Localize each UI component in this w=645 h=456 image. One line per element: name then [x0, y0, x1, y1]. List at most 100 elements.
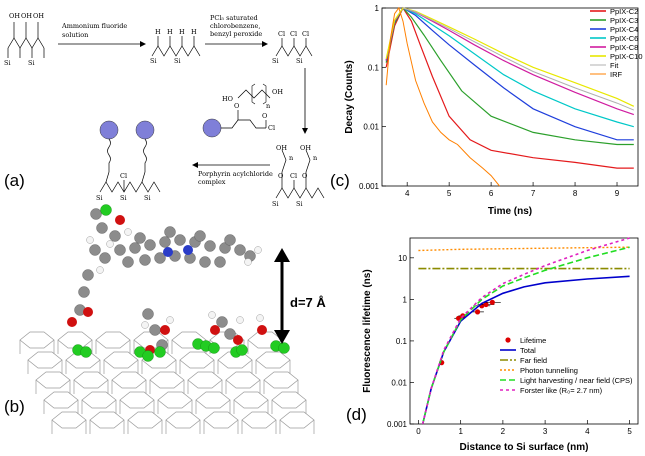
lattice-bond [179, 360, 215, 374]
lattice-bond [73, 380, 109, 394]
carbon-atom [164, 226, 176, 238]
carbon-atom [159, 236, 171, 248]
lattice-bond [149, 380, 185, 394]
lattice-cell [203, 411, 239, 429]
series-line [385, 6, 500, 187]
lattice-cell [73, 371, 109, 389]
step4-label: Porphyrin acylchloride [198, 170, 273, 178]
x-tick-label: 7 [531, 189, 536, 198]
chlorine-atom [236, 344, 248, 356]
lattice-bond [165, 420, 201, 434]
lattice-bond [271, 400, 307, 414]
oxygen-atom [233, 335, 243, 345]
y-tick-label: 1 [375, 4, 380, 13]
hydrogen-atom [244, 258, 252, 266]
lattice-bond [157, 400, 193, 414]
si-label: Si [296, 57, 303, 65]
arrowhead [302, 128, 308, 134]
lattice-bond [241, 420, 277, 434]
nitrogen-atom [163, 247, 173, 257]
carbon-atom [129, 242, 141, 254]
chlorine-label: Cl [268, 124, 275, 132]
chlorine-atom [80, 346, 92, 358]
lattice-cell [195, 391, 231, 409]
y-tick-label: 0.001 [359, 182, 380, 191]
y-tick-label: 0.01 [391, 378, 407, 387]
carbon-atom [234, 244, 246, 256]
lattice-bond [279, 420, 315, 434]
arrowhead-down [274, 330, 290, 344]
x-axis-title: Time (ns) [488, 206, 532, 217]
oxygen-atom [83, 307, 93, 317]
si-label: Si [4, 59, 11, 67]
lattice-cell [165, 411, 201, 429]
porphyrin-icon [202, 118, 222, 138]
lifetime-point [489, 299, 495, 305]
hydroxyl-label: OH [9, 12, 20, 20]
lattice-bond [119, 400, 155, 414]
carbon-atom [224, 234, 236, 246]
legend-label: PpIX-C4 [610, 25, 638, 34]
y-tick-label: 0.01 [363, 123, 379, 132]
legend-label: Lifetime [520, 336, 546, 345]
lattice-bond [19, 340, 55, 354]
lattice-cell [279, 411, 315, 429]
silicon-lattice [19, 331, 315, 434]
lattice-bond [133, 340, 169, 354]
y-tick-label: 1 [403, 295, 408, 304]
lattice-bond [255, 360, 291, 374]
si-label: Si [272, 200, 279, 208]
carbon-atom [114, 244, 126, 256]
legend-label: PpIX-C3 [610, 16, 638, 25]
step2-label: chlorobenzene, [210, 22, 260, 30]
carbon-atom [149, 324, 161, 336]
carbon-atom [99, 252, 111, 264]
oxygen-atom [210, 325, 220, 335]
lattice-cell [187, 371, 223, 389]
lattice-bond [263, 380, 299, 394]
legend-label: PpIX-C10 [610, 52, 643, 61]
y-axis-title: Fluorescence lifetime (ns) [362, 269, 373, 392]
chlorine-label: Cl [290, 30, 297, 38]
lattice-bond [57, 340, 93, 354]
carbon-atom [78, 286, 90, 298]
lattice-cell [95, 331, 131, 349]
lattice-bond [141, 360, 177, 374]
diol-oh-label: OH [272, 88, 283, 96]
x-tick-label: 2 [501, 427, 506, 436]
lattice-cell [233, 391, 269, 409]
carbonyl-o-label: O [234, 102, 239, 110]
lattice-bond [233, 400, 269, 414]
carbon-atom [139, 254, 151, 266]
x-tick-label: 6 [489, 189, 494, 198]
legend-label: Far field [520, 356, 547, 365]
lattice-cell [111, 371, 147, 389]
x-tick-label: 1 [458, 427, 463, 436]
legend-label: Forster like (R₀= 2.7 nm) [520, 386, 603, 395]
panel-label-b: (b) [4, 397, 25, 416]
carbon-atom [224, 328, 236, 340]
nitrogen-atom [183, 245, 193, 255]
bracket [251, 83, 256, 105]
carbon-atom [142, 308, 154, 320]
lattice-cell [51, 411, 87, 429]
lifetime-point [483, 301, 489, 308]
legend-label: Photon tunnelling [520, 366, 578, 375]
lattice-bond [51, 420, 87, 434]
hydroxyl-label: OH [300, 144, 311, 152]
repeat-n-label: n [313, 154, 317, 162]
lattice-cell [81, 391, 117, 409]
step1-label: Ammonium fluoride [61, 22, 127, 30]
carbon-atom [154, 252, 166, 264]
diol-ho-label: HO [222, 95, 233, 103]
oxygen-atom [115, 215, 125, 225]
chlorine-atom [154, 346, 166, 358]
x-tick-label: 8 [573, 189, 578, 198]
carbonyl-o-label: O [262, 112, 267, 120]
y-axis-title: Decay (Counts) [344, 60, 355, 133]
panel-label-c: (c) [330, 171, 350, 190]
y-tick-label: 0.1 [368, 63, 380, 72]
carbon-atom [89, 244, 101, 256]
